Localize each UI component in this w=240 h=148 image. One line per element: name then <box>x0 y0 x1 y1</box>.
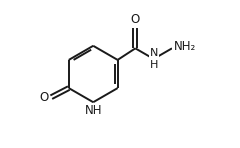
Text: N
H: N H <box>150 48 158 70</box>
Text: NH: NH <box>84 104 102 117</box>
Text: NH₂: NH₂ <box>173 40 196 53</box>
Text: O: O <box>39 91 48 104</box>
Text: O: O <box>131 13 140 26</box>
